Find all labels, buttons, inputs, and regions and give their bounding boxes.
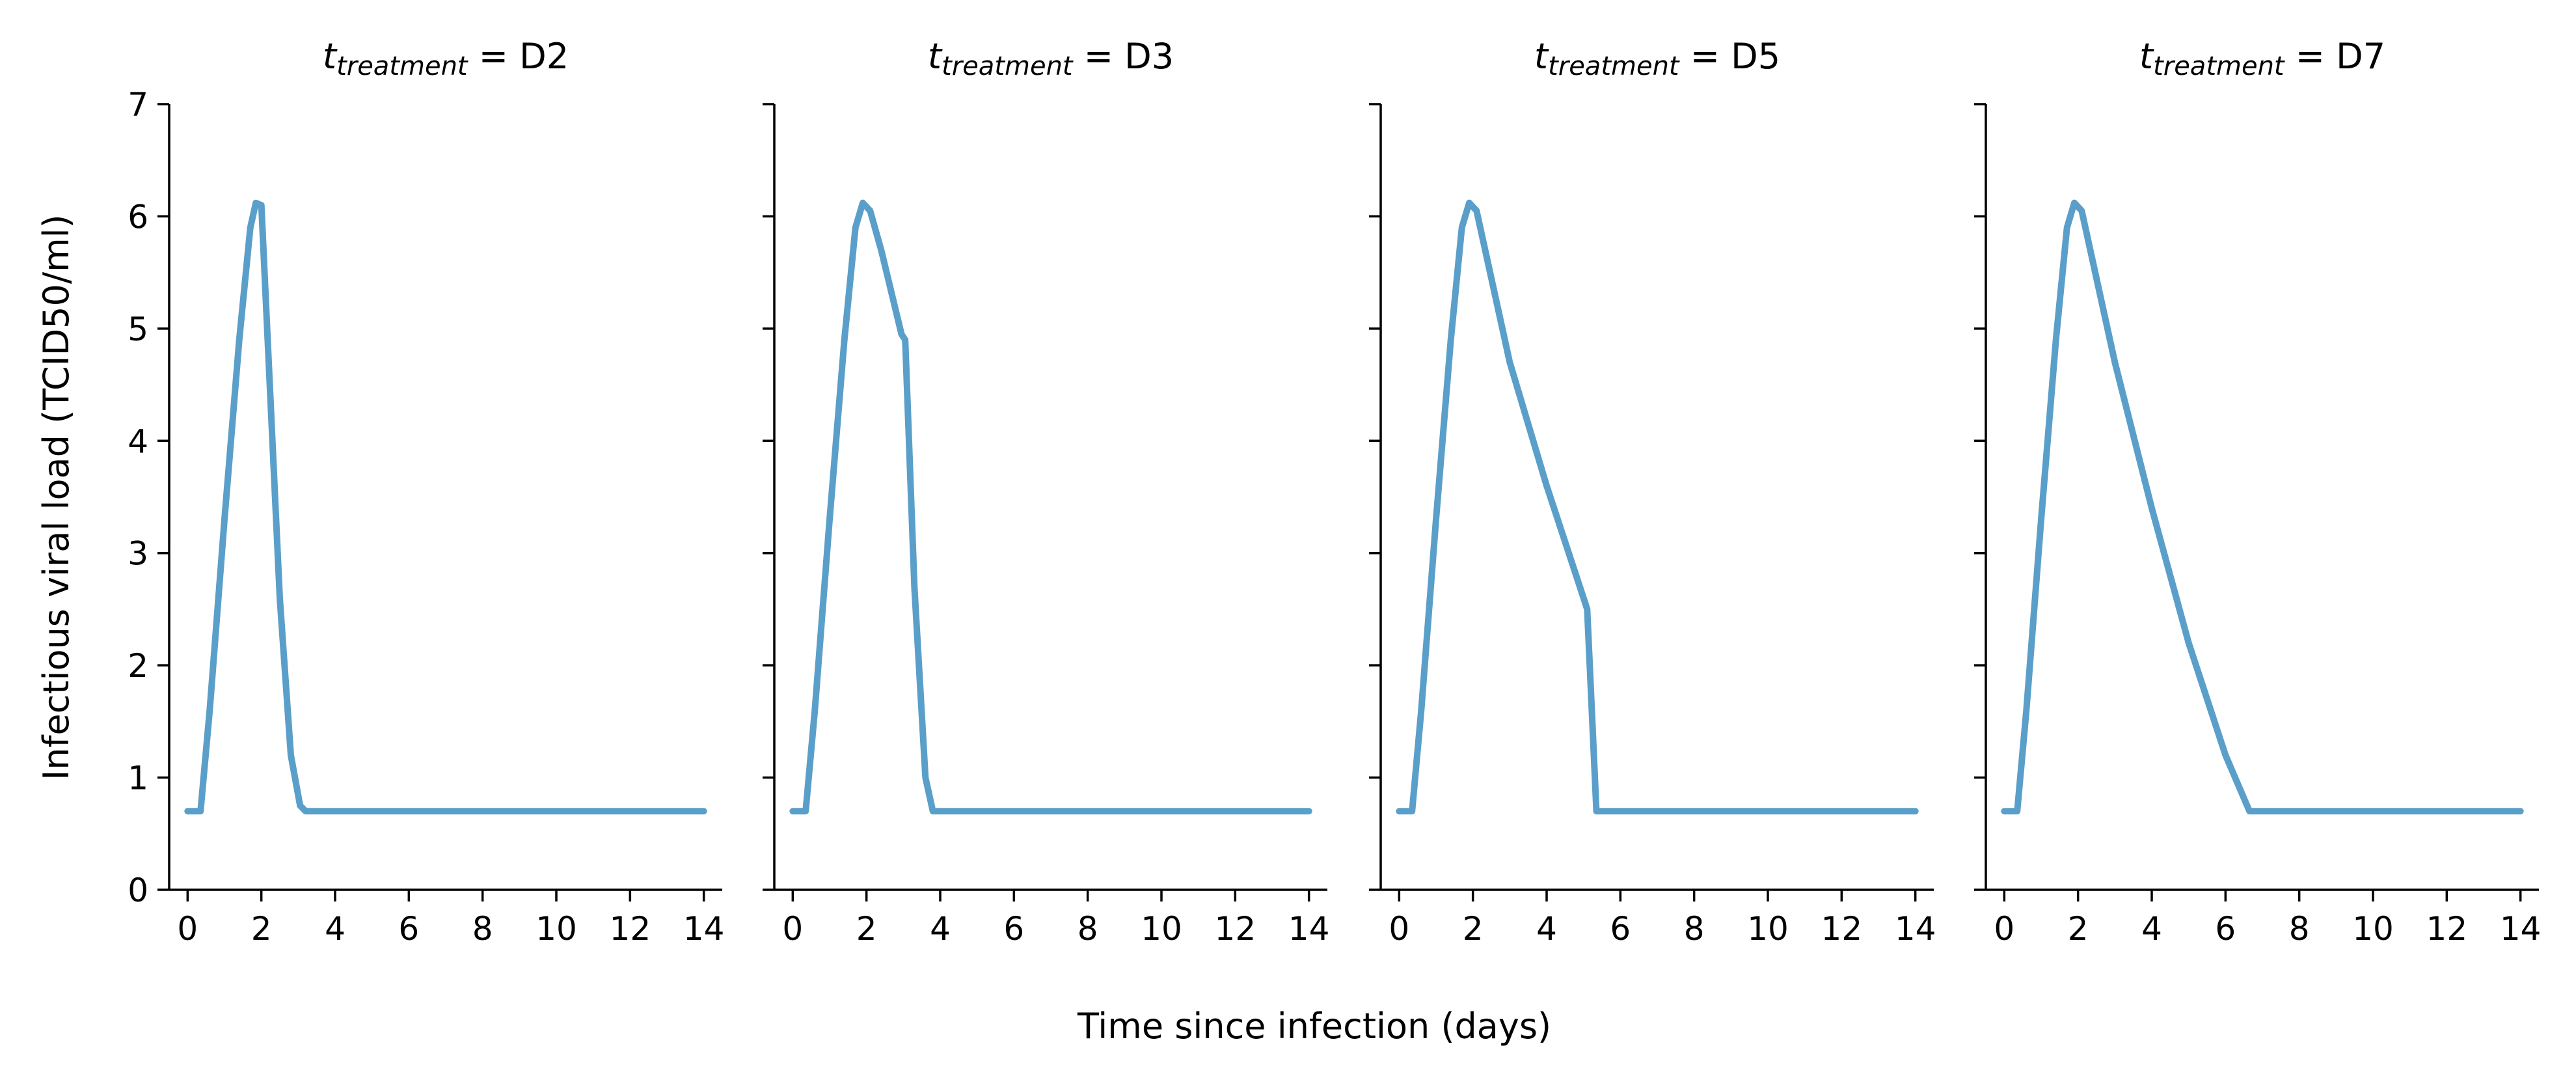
y-axis-label: Infectious viral load (TCID50/ml) bbox=[36, 214, 77, 780]
x-tick-label: 4 bbox=[930, 910, 951, 948]
y-tick-label: 0 bbox=[128, 872, 148, 909]
panel-3: 0 2 4 6 8 10 12 14 ttreatment = D5 bbox=[1369, 36, 1936, 948]
x-tick-label: 10 bbox=[2352, 910, 2394, 948]
x-tick-label: 12 bbox=[610, 910, 651, 948]
x-tick-label: 12 bbox=[1821, 910, 1863, 948]
x-tick-label: 14 bbox=[2500, 910, 2542, 948]
y-tick-label: 1 bbox=[128, 760, 148, 797]
x-tick-label: 2 bbox=[1463, 910, 1484, 948]
viral-load-line bbox=[2001, 199, 2524, 815]
x-tick-label: 6 bbox=[398, 910, 419, 948]
x-tick-label: 2 bbox=[251, 910, 272, 948]
x-tick-label: 14 bbox=[1288, 910, 1330, 948]
y-tick-label: 5 bbox=[128, 310, 148, 348]
y-tick-label: 7 bbox=[128, 86, 148, 124]
x-tick-label: 0 bbox=[1389, 910, 1409, 948]
x-tick-label: 10 bbox=[1141, 910, 1182, 948]
viral-load-line bbox=[184, 199, 707, 815]
panel-4: 0 2 4 6 8 10 12 14 ttreatment = D7 bbox=[1974, 36, 2541, 948]
panel-2: 0 2 4 6 8 10 12 14 ttreatment = D3 bbox=[763, 36, 1329, 948]
x-tick-label: 0 bbox=[782, 910, 803, 948]
x-tick-label: 0 bbox=[1994, 910, 2014, 948]
x-tick-label: 8 bbox=[1684, 910, 1705, 948]
x-tick-label: 10 bbox=[536, 910, 577, 948]
x-tick-label: 14 bbox=[1895, 910, 1936, 948]
x-axis-label: Time since infection (days) bbox=[1077, 1006, 1551, 1047]
y-tick-label: 4 bbox=[128, 422, 148, 460]
x-tick-label: 8 bbox=[1078, 910, 1098, 948]
panel-title: ttreatment = D2 bbox=[323, 36, 569, 81]
x-tick-label: 12 bbox=[2426, 910, 2468, 948]
x-tick-label: 8 bbox=[472, 910, 493, 948]
x-tick-label: 6 bbox=[2215, 910, 2236, 948]
x-tick-label: 14 bbox=[683, 910, 725, 948]
panel-title: ttreatment = D3 bbox=[928, 36, 1174, 81]
x-tick-label: 4 bbox=[1536, 910, 1557, 948]
x-tick-label: 0 bbox=[177, 910, 198, 948]
y-tick-label: 2 bbox=[128, 647, 148, 685]
x-tick-label: 2 bbox=[2068, 910, 2089, 948]
y-tick-label: 6 bbox=[128, 198, 148, 236]
x-tick-label: 12 bbox=[1215, 910, 1256, 948]
y-tick-label: 3 bbox=[128, 535, 148, 573]
panel-title: ttreatment = D5 bbox=[1534, 36, 1780, 81]
x-tick-label: 10 bbox=[1747, 910, 1789, 948]
x-tick-label: 4 bbox=[2141, 910, 2162, 948]
x-tick-label: 6 bbox=[1610, 910, 1631, 948]
viral-load-line bbox=[1396, 199, 1919, 815]
panel-title: ttreatment = D7 bbox=[2139, 36, 2385, 81]
x-tick-label: 8 bbox=[2289, 910, 2310, 948]
x-tick-label: 2 bbox=[856, 910, 877, 948]
x-tick-label: 4 bbox=[325, 910, 346, 948]
x-tick-label: 6 bbox=[1003, 910, 1024, 948]
viral-load-line bbox=[789, 199, 1312, 815]
